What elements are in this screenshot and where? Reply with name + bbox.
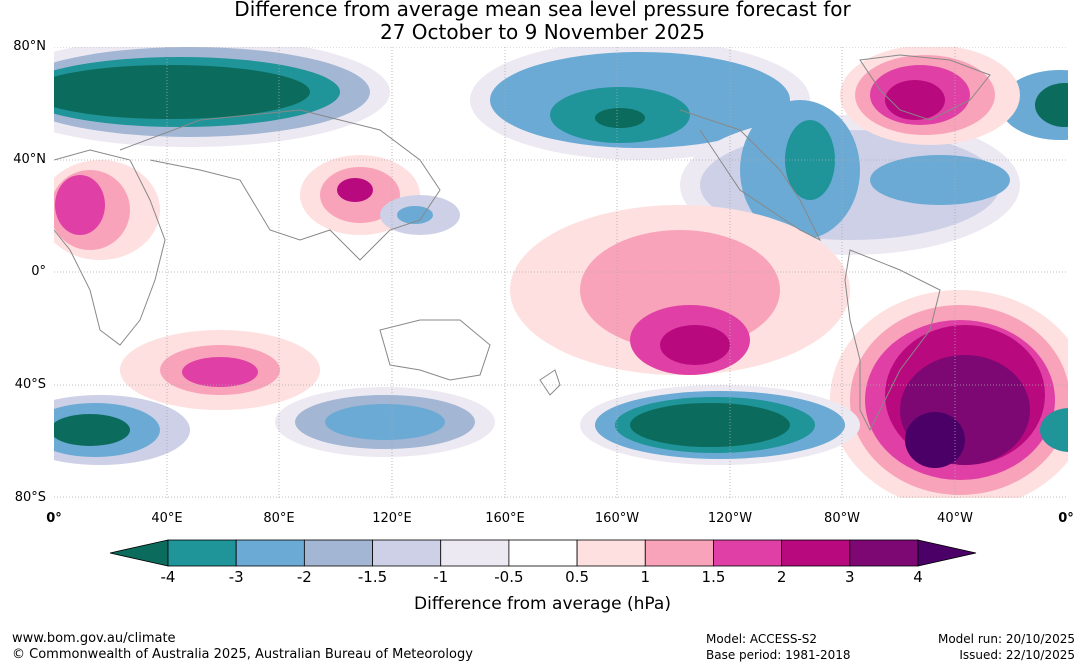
colorbar-segment xyxy=(235,539,305,567)
colorbar-tick-label: 2 xyxy=(776,568,787,586)
colorbar-tick-label: -3 xyxy=(228,568,244,586)
lat-label-0: 0° xyxy=(31,264,46,279)
footer-issued: Issued: 22/10/2025 xyxy=(959,648,1075,662)
lon-label-0-west: 0° xyxy=(46,511,62,526)
colorbar-segment xyxy=(508,539,578,567)
colorbar-tick-label: -2 xyxy=(296,568,312,586)
positive-anomaly-greenland xyxy=(840,47,1020,145)
colorbar-tick-label: 1.5 xyxy=(701,568,726,586)
footer-model: Model: ACCESS-S2 xyxy=(706,632,818,646)
colorbar-tick-label: -0.5 xyxy=(494,568,524,586)
colorbar-label: Difference from average (hPa) xyxy=(414,594,671,614)
footer-copyright: © Commonwealth of Australia 2025, Austra… xyxy=(12,647,473,662)
map-title-line1: Difference from average mean sea level p… xyxy=(234,0,851,21)
colorbar-arrow-low xyxy=(109,539,169,567)
colorbar-tick-label: 4 xyxy=(913,568,923,586)
lat-label-80n: 80°N xyxy=(13,39,46,54)
lon-label-120e: 120°E xyxy=(372,511,412,526)
colorbar-arrow-high xyxy=(917,539,977,567)
colorbar-tick-label: 3 xyxy=(845,568,855,586)
footer-site-link[interactable]: www.bom.gov.au/climate xyxy=(12,631,176,646)
colorbar-segment xyxy=(440,539,510,567)
lon-label-40w: 40°W xyxy=(937,511,973,526)
colorbar xyxy=(109,539,977,567)
negative-anomaly-north-america xyxy=(680,100,1020,255)
footer-model-run: Model run: 20/10/2025 xyxy=(937,632,1075,646)
lat-label-80s: 80°S xyxy=(14,490,46,505)
colorbar-segments xyxy=(109,539,977,567)
positive-anomaly-south-atlantic xyxy=(830,290,1068,498)
colorbar-segment xyxy=(849,539,919,567)
colorbar-segment xyxy=(167,539,237,567)
lon-label-80w: 80°W xyxy=(824,511,860,526)
colorbar-tick-label: 0.5 xyxy=(565,568,590,586)
colorbar-segment xyxy=(781,539,851,567)
colorbar-segment xyxy=(372,539,442,567)
map-title-line2: 27 October to 9 November 2025 xyxy=(379,20,706,44)
lon-label-40e: 40°E xyxy=(151,511,183,526)
negative-anomaly-southern-ocean-pacific xyxy=(580,385,860,465)
lon-label-160e: 160°E xyxy=(485,511,525,526)
lon-label-80e: 80°E xyxy=(263,511,295,526)
lat-label-40n: 40°N xyxy=(13,152,46,167)
lat-label-40s: 40°S xyxy=(14,377,46,392)
colorbar-segment xyxy=(713,539,783,567)
negative-anomaly-southern-ocean-atlantic xyxy=(54,395,1068,465)
colorbar-tick-label: 1 xyxy=(640,568,651,586)
graticule xyxy=(54,47,1068,498)
colorbar-tick-label: -1 xyxy=(433,568,449,586)
positive-anomaly-north-africa xyxy=(54,160,160,260)
colorbar-tick-label: -4 xyxy=(160,568,176,586)
negative-anomaly-east-asia xyxy=(380,195,460,235)
colorbar-segment xyxy=(644,539,714,567)
negative-anomaly-north-atlantic-eurasia xyxy=(54,47,390,147)
negative-anomaly-north-pacific xyxy=(470,47,810,160)
colorbar-tick-label: -1.5 xyxy=(357,568,388,586)
positive-anomaly-south-indian xyxy=(120,330,320,410)
lon-label-160w: 160°W xyxy=(594,511,640,526)
pressure-anomaly-map xyxy=(54,47,1068,498)
coastlines xyxy=(54,54,991,432)
lon-label-0-east: 0° xyxy=(1058,511,1074,526)
footer-base-period: Base period: 1981-2018 xyxy=(706,648,851,662)
negative-anomaly-southern-ocean-indian xyxy=(275,387,495,457)
lon-label-120w: 120°W xyxy=(707,511,753,526)
colorbar-segment xyxy=(576,539,646,567)
colorbar-segment xyxy=(303,539,373,567)
